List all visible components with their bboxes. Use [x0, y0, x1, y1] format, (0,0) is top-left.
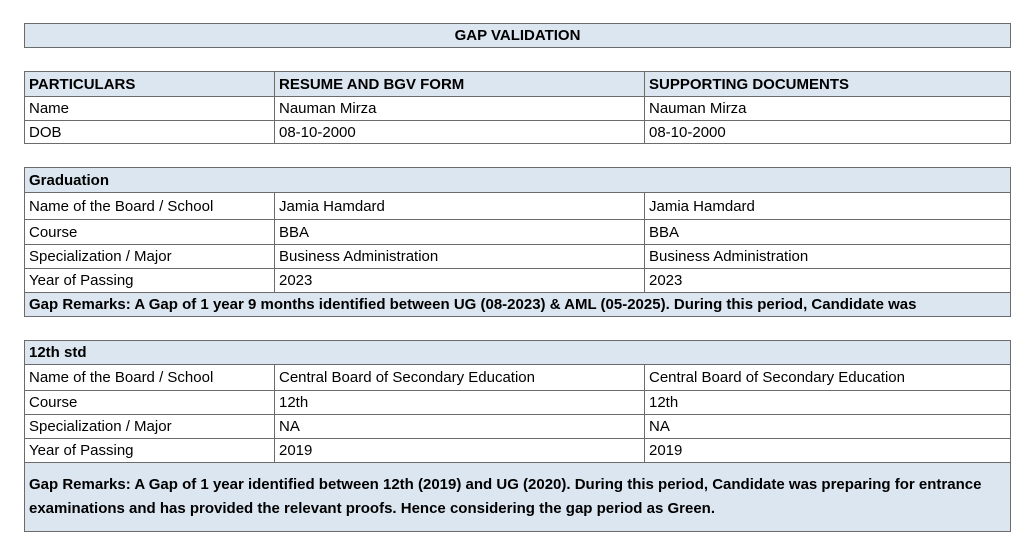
table-cell: DOB — [24, 120, 275, 144]
table-cell: Central Board of Secondary Education — [644, 364, 1011, 391]
table-cell: 2019 — [644, 438, 1011, 463]
gap-remarks: Gap Remarks: A Gap of 1 year 9 months id… — [24, 292, 1011, 317]
table-cell: NA — [644, 414, 1011, 439]
gap-remarks: Gap Remarks: A Gap of 1 year identified … — [24, 462, 1011, 532]
table-cell: Jamia Hamdard — [644, 192, 1011, 220]
page-title: GAP VALIDATION — [24, 23, 1011, 48]
table-cell: Nauman Mirza — [274, 96, 645, 121]
table-cell: 08-10-2000 — [644, 120, 1011, 144]
table-cell: Name of the Board / School — [24, 364, 275, 391]
table-header-cell: SUPPORTING DOCUMENTS — [644, 71, 1011, 97]
table-cell: Specialization / Major — [24, 414, 275, 439]
table-cell: Course — [24, 390, 275, 415]
table-cell: Course — [24, 219, 275, 245]
table-cell: Business Administration — [644, 244, 1011, 269]
table-cell: BBA — [644, 219, 1011, 245]
table-cell: Specialization / Major — [24, 244, 275, 269]
table-cell: Business Administration — [274, 244, 645, 269]
table-header-cell: RESUME AND BGV FORM — [274, 71, 645, 97]
table-cell: Nauman Mirza — [644, 96, 1011, 121]
table-cell: Year of Passing — [24, 438, 275, 463]
table-cell: 08-10-2000 — [274, 120, 645, 144]
table-cell: Name of the Board / School — [24, 192, 275, 220]
section-heading: Graduation — [24, 167, 1011, 193]
table-cell: Year of Passing — [24, 268, 275, 293]
table-cell: 12th — [644, 390, 1011, 415]
table-cell: Name — [24, 96, 275, 121]
table-cell: 2023 — [274, 268, 645, 293]
table-cell: BBA — [274, 219, 645, 245]
table-cell: Central Board of Secondary Education — [274, 364, 645, 391]
table-cell: 2023 — [644, 268, 1011, 293]
table-header-cell: PARTICULARS — [24, 71, 275, 97]
table-cell: 12th — [274, 390, 645, 415]
table-cell: NA — [274, 414, 645, 439]
table-cell: Jamia Hamdard — [274, 192, 645, 220]
section-heading: 12th std — [24, 340, 1011, 365]
table-cell: 2019 — [274, 438, 645, 463]
